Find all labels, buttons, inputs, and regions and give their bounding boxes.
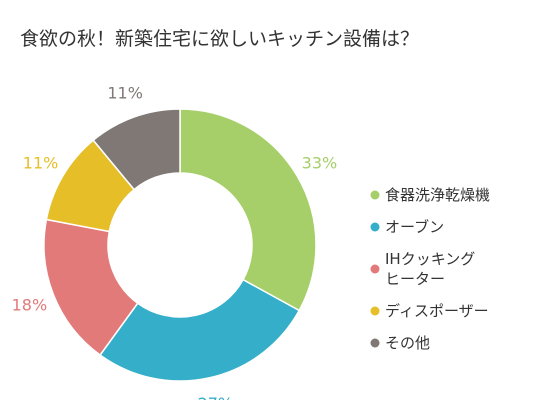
donut-slice-4 bbox=[92, 108, 181, 191]
legend-item-3: ディスポーザー bbox=[370, 302, 489, 320]
donut-slices bbox=[43, 108, 317, 382]
legend-label-1: オーブン bbox=[385, 218, 444, 236]
percent-label-0: 33% bbox=[302, 154, 338, 173]
legend-label-2-line-0: IHクッキング bbox=[385, 250, 475, 268]
donut-slice-0 bbox=[179, 108, 317, 312]
legend-item-4: その他 bbox=[370, 334, 430, 352]
percent-label-4: 11% bbox=[107, 84, 143, 103]
percent-label-2: 18% bbox=[12, 296, 48, 315]
legend-swatch-1 bbox=[370, 222, 380, 232]
percent-labels: 33% 27% 18% 11% 11% bbox=[12, 84, 338, 400]
legend-swatch-0 bbox=[370, 190, 380, 200]
donut-slice-1 bbox=[99, 278, 301, 382]
legend-item-1: オーブン bbox=[370, 218, 444, 236]
chart-title: 食欲の秋！新築住宅に欲しいキッチン設備は？ bbox=[20, 28, 419, 50]
legend-label-0: 食器洗浄乾燥機 bbox=[385, 186, 490, 204]
percent-label-1: 27% bbox=[198, 394, 234, 400]
legend-swatch-3 bbox=[370, 306, 380, 316]
legend-label-3: ディスポーザー bbox=[385, 302, 489, 320]
legend-swatch-2 bbox=[370, 264, 380, 274]
legend-label-2-line-1: ヒーター bbox=[385, 270, 445, 288]
percent-label-3: 11% bbox=[23, 154, 59, 173]
legend-item-0: 食器洗浄乾燥機 bbox=[370, 186, 490, 204]
legend-label-4: その他 bbox=[385, 334, 430, 352]
legend-swatch-4 bbox=[370, 338, 380, 348]
